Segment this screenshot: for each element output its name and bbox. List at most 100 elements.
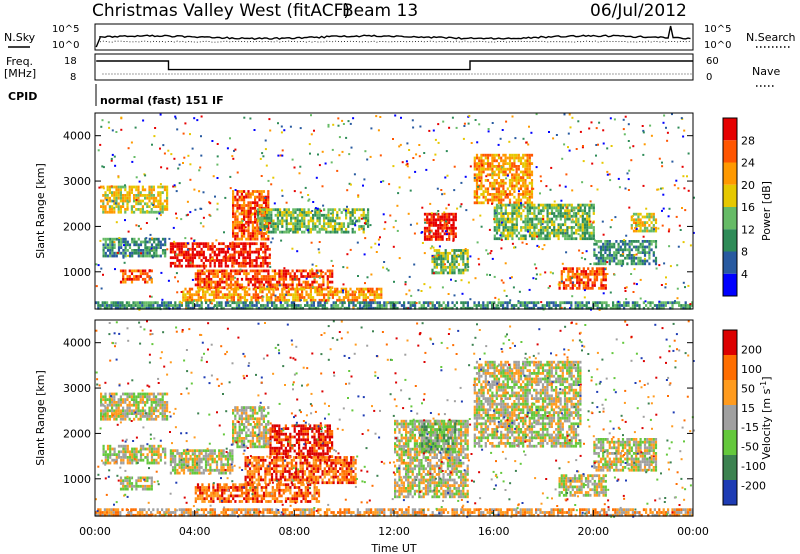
- echo-cell-10: [504, 193, 507, 196]
- echo-cell-5: [207, 269, 211, 273]
- echo-cell-15: [266, 301, 269, 305]
- scatter-cell: [632, 291, 635, 293]
- echo-cell-11: [500, 231, 503, 235]
- echo-cell-11: [520, 217, 523, 221]
- velocity-heatmap: [95, 320, 695, 518]
- echo-cell-0: [159, 199, 162, 203]
- echo-cell-9: [440, 251, 443, 255]
- echo-cell-15: [581, 306, 584, 310]
- scatter-cell: [679, 229, 682, 231]
- echo-cell-0: [117, 409, 120, 413]
- echo-cell-11: [586, 212, 589, 215]
- scatter-cell: [421, 206, 424, 209]
- echo-cell-3: [171, 247, 175, 251]
- echo-cell-11: [528, 220, 532, 224]
- echo-cell-6: [261, 208, 264, 212]
- echo-cell-5: [271, 275, 274, 278]
- echo-cell-5: [201, 277, 204, 281]
- scatter-cell: [385, 267, 388, 270]
- echo-cell-14: [650, 221, 653, 224]
- echo-cell-7: [239, 298, 242, 302]
- echo-cell-6: [263, 219, 266, 223]
- echo-cell-0: [108, 409, 111, 413]
- echo-cell-13: [621, 248, 625, 252]
- echo-cell-3: [251, 261, 254, 265]
- echo-cell-15: [645, 304, 648, 307]
- echo-cell-15: [631, 301, 634, 305]
- echo-cell-15: [114, 301, 117, 305]
- echo-cell-11: [570, 226, 573, 229]
- echo-cell-4: [238, 223, 241, 227]
- echo-cell-5: [223, 286, 226, 290]
- echo-cell-9: [457, 268, 460, 272]
- scatter-cell: [223, 255, 226, 258]
- echo-cell-4: [232, 204, 235, 207]
- echo-cell-11: [533, 237, 536, 241]
- echo-cell-7: [342, 287, 345, 291]
- echo-cell-3: [244, 256, 247, 260]
- echo-cell-15: [359, 306, 362, 310]
- echo-cell-6: [334, 227, 337, 231]
- echo-cell-15: [191, 306, 194, 310]
- echo-cell-6: [292, 211, 295, 214]
- scatter-cell: [127, 230, 130, 233]
- echo-cell-3: [237, 253, 241, 257]
- scatter-cell: [489, 274, 491, 276]
- scatter-cell: [491, 257, 494, 260]
- echo-cell-6: [312, 225, 315, 228]
- scatter-cell: [193, 239, 196, 242]
- echo-cell-15: [312, 304, 315, 307]
- echo-cell-15: [227, 301, 230, 305]
- echo-cell-7: [197, 287, 200, 291]
- echo-cell-11: [528, 203, 532, 207]
- echo-cell-15: [392, 304, 395, 307]
- echo-cell-5: [328, 286, 332, 290]
- echo-cell-15: [139, 306, 142, 310]
- echo-cell-7: [375, 293, 378, 297]
- echo-cell-13: [621, 262, 625, 266]
- scatter-cell: [499, 137, 502, 140]
- echo-cell-13: [628, 256, 631, 260]
- echo-cell-5: [284, 277, 288, 281]
- echo-cell-5: [295, 277, 299, 281]
- echo-cell-10: [491, 195, 494, 199]
- echo-cell-7: [364, 296, 367, 299]
- echo-cell-11: [509, 217, 512, 221]
- echo-cell-5: [306, 275, 310, 278]
- echo-cell-1: [111, 246, 114, 249]
- echo-cell-8: [454, 232, 457, 236]
- echo-cell-5: [273, 272, 277, 276]
- echo-cell-13: [617, 259, 620, 263]
- echo-cell-0: [161, 210, 164, 214]
- echo-cell-15: [130, 306, 133, 310]
- scatter-cell: [643, 143, 646, 146]
- echo-cell-15: [156, 304, 159, 307]
- echo-cell-10: [500, 184, 503, 188]
- echo-cell-0: [117, 185, 120, 189]
- echo-cell-6: [334, 219, 337, 223]
- scatter-cell: [474, 277, 477, 280]
- echo-cell-11: [583, 212, 587, 215]
- echo-cell-4: [254, 218, 257, 221]
- scatter-cell: [392, 245, 395, 248]
- scatter-cell: [227, 255, 230, 258]
- echo-cell-11: [522, 203, 525, 207]
- echo-cell-11: [513, 203, 516, 207]
- echo-cell-3: [191, 245, 194, 248]
- echo-cell-7: [298, 293, 301, 297]
- echo-cell-11: [577, 226, 580, 229]
- echo-cell-1: [122, 251, 125, 255]
- echo-cell-11: [502, 203, 505, 207]
- echo-cell-11: [548, 206, 551, 210]
- echo-cell-5: [280, 283, 283, 287]
- scatter-cell: [342, 123, 345, 125]
- echo-cell-3: [169, 256, 172, 260]
- echo-cell-11: [520, 214, 523, 218]
- echo-cell-4: [251, 201, 254, 205]
- echo-cell-15: [174, 306, 177, 310]
- echo-cell-6: [318, 216, 321, 220]
- echo-cell-15: [612, 304, 615, 307]
- echo-cell-15: [238, 301, 241, 305]
- scatter-cell: [589, 200, 592, 203]
- scatter-cell: [477, 257, 480, 260]
